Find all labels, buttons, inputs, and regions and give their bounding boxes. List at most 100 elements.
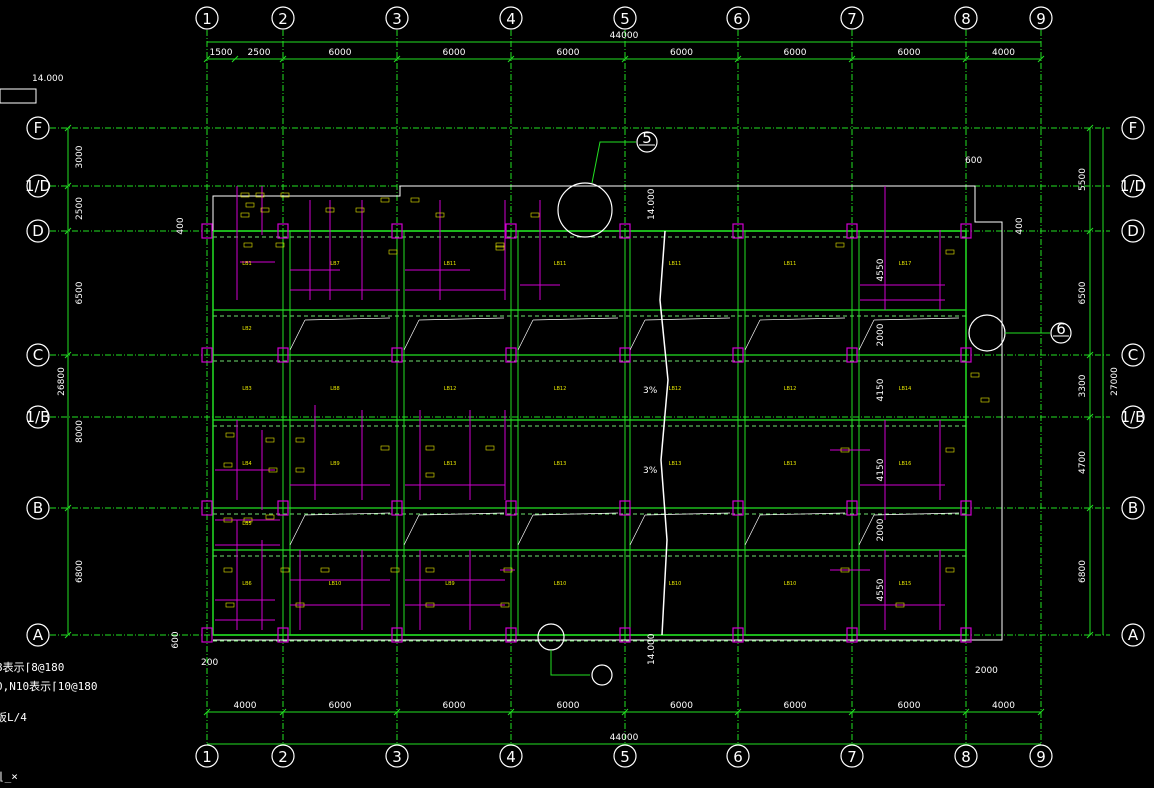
rebar-tag	[390, 567, 400, 573]
axis-circle	[726, 744, 750, 768]
dim-label: 6000	[898, 701, 921, 711]
dim-tick	[734, 55, 742, 63]
slab-tag: LB14	[899, 386, 912, 392]
slab-tag: LB7	[330, 261, 339, 267]
axis-label-x: 2	[278, 10, 288, 28]
rebar-tag	[295, 602, 305, 608]
slope-hatch	[873, 317, 960, 321]
dim-tick	[1037, 55, 1045, 63]
axis-bubble-x-2: 2	[271, 744, 295, 768]
dim-label: 4000	[992, 701, 1015, 711]
rebar-tag	[503, 567, 513, 573]
note-line-1: 8表示⌈8@180	[0, 660, 64, 674]
dim-label: 6000	[898, 48, 921, 58]
dim-label: 6000	[329, 48, 352, 58]
column	[391, 347, 403, 363]
dim-tick	[393, 55, 401, 63]
rebar-tag	[980, 397, 990, 403]
slab-tag: LB9	[445, 581, 454, 587]
rebar-tag	[835, 242, 845, 248]
axis-bubble-y-A: A	[26, 623, 50, 647]
dim-tick	[1086, 124, 1094, 132]
column	[619, 347, 631, 363]
slope-label-1: 3%	[643, 386, 658, 396]
slope-hatch	[759, 317, 846, 321]
annotation-tags: LB1 LB2 LB3 LB4 LB5 LB6 LB7 LB8 LB9 LB10 LB11 LB12 L…	[223, 192, 990, 608]
column	[277, 500, 289, 516]
axis-bubble-x-4: 4	[499, 6, 523, 30]
section-beam-icon	[0, 88, 37, 104]
rebar-tag	[223, 517, 233, 523]
small-dim-200: 200	[201, 658, 218, 668]
slab-tag: LB13	[554, 461, 567, 467]
dim-tick	[734, 708, 742, 716]
axis-circle	[954, 744, 978, 768]
callout-bubble: 6	[1050, 320, 1072, 344]
axis-bubble-x-3: 3	[385, 744, 409, 768]
axis-circle	[195, 6, 219, 30]
dim-label: 6500	[75, 281, 85, 304]
axis-circle	[26, 219, 50, 243]
rebar-tag	[425, 567, 435, 573]
dim-small: 400	[176, 217, 186, 234]
column	[960, 223, 972, 239]
rebar-tag	[425, 445, 435, 451]
axis-label-y: F	[1129, 119, 1138, 137]
building-boundary	[212, 185, 1003, 641]
column	[960, 500, 972, 516]
rebar-tag	[275, 242, 285, 248]
rebar-tag	[355, 207, 365, 213]
rebar-tag	[243, 242, 253, 248]
axis-circle	[26, 623, 50, 647]
rebar-tag	[265, 514, 275, 520]
dim-label: 6000	[443, 48, 466, 58]
rebar-tag	[425, 602, 435, 608]
axis-circle	[726, 6, 750, 30]
rebar-lines	[215, 186, 945, 630]
axis-circle	[385, 6, 409, 30]
axis-bubble-y-F: F	[1121, 116, 1145, 140]
axis-label-x: 8	[961, 10, 971, 28]
dim-label: 6500	[1078, 281, 1088, 304]
axis-circle	[385, 744, 409, 768]
axis-bubble-x-7: 7	[840, 744, 864, 768]
axis-circle	[26, 174, 50, 198]
dim-label: 6000	[784, 701, 807, 711]
dim-total: 27000	[1110, 367, 1120, 396]
rebar-tag	[495, 242, 505, 248]
slab-tag: LB13	[669, 461, 682, 467]
column	[960, 347, 972, 363]
dim-label: 6000	[443, 701, 466, 711]
ucs-icon[interactable]: ⌊_×	[0, 770, 18, 783]
dim-label: 1500	[210, 48, 233, 58]
axis-circle	[1121, 343, 1145, 367]
axis-bubble-x-2: 2	[271, 6, 295, 30]
column	[846, 347, 858, 363]
axis-bubble-x-4: 4	[499, 744, 523, 768]
axis-bubble-x-6: 6	[726, 6, 750, 30]
slab-tag: LB4	[242, 461, 251, 467]
rebar-tag	[223, 567, 233, 573]
dim-label: 4700	[1078, 451, 1088, 474]
slab-tag: LB2	[242, 326, 251, 332]
rebar-tag	[255, 192, 265, 198]
axis-circle	[954, 6, 978, 30]
axis-bubble-x-1: 1	[195, 744, 219, 768]
dim-label: 6800	[75, 560, 85, 583]
slab-tag: LB10	[329, 581, 342, 587]
slab-tag: LB12	[784, 386, 797, 392]
axis-label-x: 6	[733, 748, 743, 766]
column	[619, 223, 631, 239]
rebar-tag	[495, 245, 505, 251]
slab-tag: LB15	[899, 581, 912, 587]
dim-label: 6000	[784, 48, 807, 58]
small-dim-600-right: 600	[965, 156, 982, 166]
axis-label-x: 7	[847, 748, 857, 766]
slope-hatch	[517, 319, 534, 351]
elevation-bottom: 14.000	[647, 633, 657, 665]
axis-circle	[613, 6, 637, 30]
axis-circle	[1121, 405, 1145, 429]
column	[505, 500, 517, 516]
slab-tag: LB12	[554, 386, 567, 392]
